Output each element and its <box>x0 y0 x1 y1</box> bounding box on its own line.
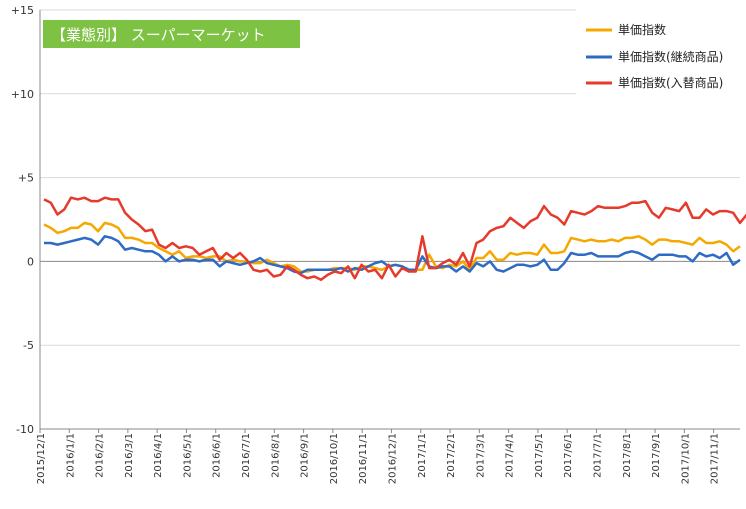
x-tick-label: 2016/9/1 <box>300 433 311 478</box>
y-tick-label: +5 <box>18 172 34 185</box>
x-tick-label: 2017/5/1 <box>534 433 545 478</box>
x-tick-label: 2016/8/1 <box>270 433 281 478</box>
y-tick-label: -5 <box>23 339 34 352</box>
legend: 単価指数 単価指数(継続商品) 単価指数(入替商品) <box>576 8 744 96</box>
x-tick-label: 2017/4/1 <box>505 433 516 478</box>
x-tick-label: 2017/9/1 <box>651 433 662 478</box>
x-tick-label: 2016/3/1 <box>124 433 135 478</box>
x-tick-label: 2016/11/1 <box>358 433 369 484</box>
y-tick-labels: +15 +10 +5 0 -5 -10 <box>11 4 34 436</box>
x-tick-label: 2015/12/1 <box>36 433 47 484</box>
x-tick-labels: 2015/12/1 2016/1/1 2016/2/1 2016/3/1 2016/4/… <box>36 433 721 484</box>
legend-label-1: 単価指数(継続商品) <box>618 49 723 64</box>
axes <box>39 10 740 433</box>
legend-label-0: 単価指数 <box>618 22 666 37</box>
x-tick-label: 2017/6/1 <box>563 433 574 478</box>
series-line-1 <box>44 235 741 275</box>
x-tick-label: 2016/7/1 <box>241 433 252 478</box>
chart-title: 【業態別】 スーパーマーケット <box>51 26 266 44</box>
title-background <box>43 20 300 48</box>
x-tick-label: 2016/12/1 <box>387 433 398 484</box>
x-tick-label: 2017/3/1 <box>475 433 486 478</box>
series-line-2 <box>43 196 746 282</box>
x-tick-label: 2016/1/1 <box>65 433 76 478</box>
x-tick-label: 2017/2/1 <box>446 433 457 478</box>
series-lines <box>43 196 746 282</box>
y-tick-label: -10 <box>16 423 34 436</box>
x-tick-label: 2016/6/1 <box>212 433 223 478</box>
y-tick-label: +15 <box>11 4 34 17</box>
legend-background <box>576 8 744 96</box>
x-tick-label: 2016/5/1 <box>182 433 193 478</box>
legend-label-2: 単価指数(入替商品) <box>618 75 723 90</box>
y-tick-label: +10 <box>11 88 34 101</box>
x-tick-label: 2016/4/1 <box>153 433 164 478</box>
x-tick-label: 2017/1/1 <box>417 433 428 478</box>
x-tick-label: 2017/11/1 <box>710 433 721 484</box>
x-tick-label: 2016/2/1 <box>95 433 106 478</box>
x-tick-label: 2017/10/1 <box>680 433 691 484</box>
chart-title-box: 【業態別】 スーパーマーケット <box>43 20 300 48</box>
x-tick-label: 2017/7/1 <box>592 433 603 478</box>
y-tick-label: 0 <box>27 255 34 268</box>
x-tick-label: 2016/10/1 <box>329 433 340 484</box>
x-tick-label: 2017/8/1 <box>622 433 633 478</box>
